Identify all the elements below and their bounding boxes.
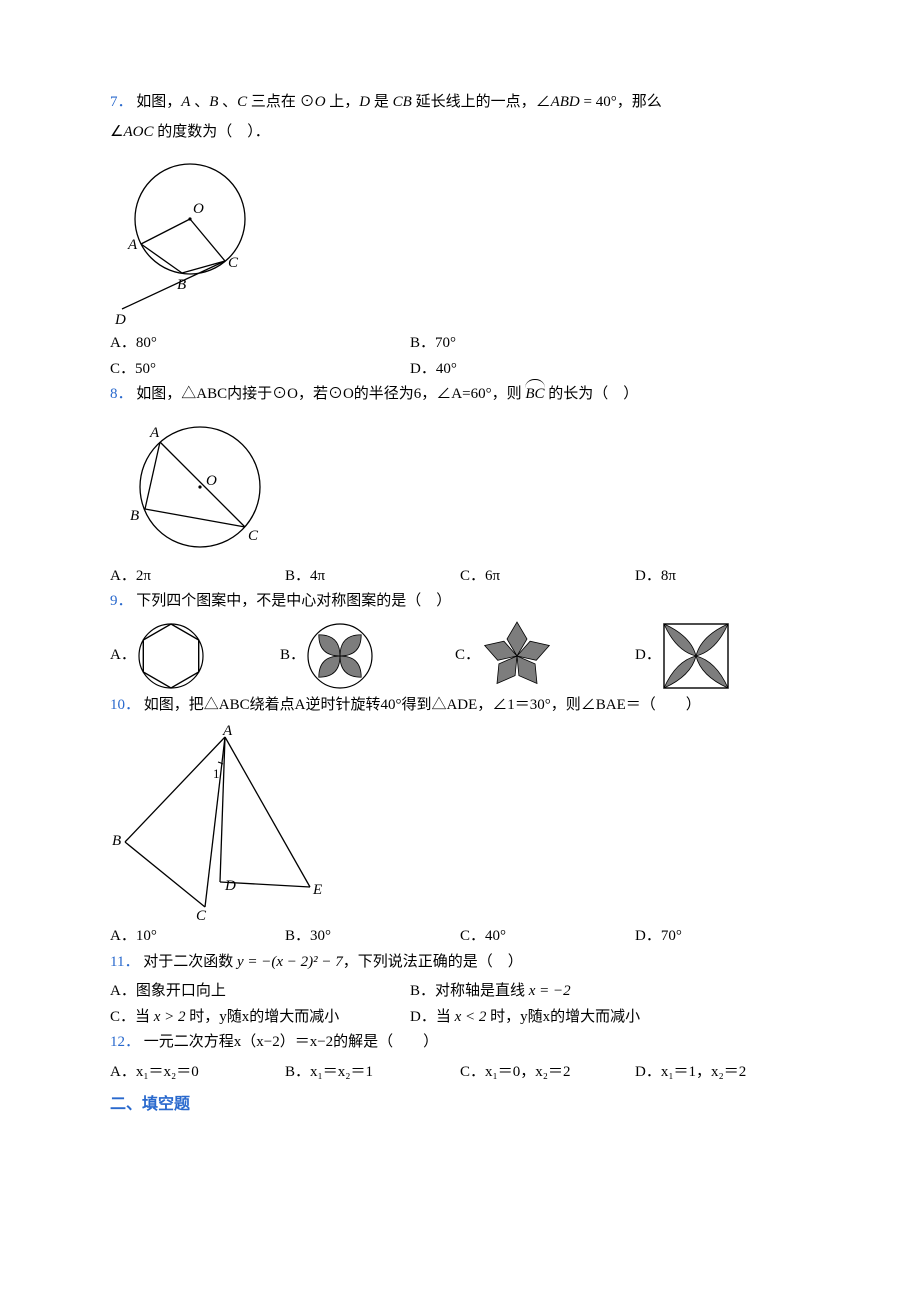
q8-opt-a: A．2π <box>110 564 285 590</box>
q11-opt-c: C．当 x > 2 时，y随x的增大而减小 <box>110 1005 410 1031</box>
q10-text: 如图，把△ABC绕着点A逆时针旋转40°得到△ADE，∠1＝30°，则∠BAE＝… <box>144 697 701 713</box>
question-8: 8． 如图，△ABC内接于⊙O，若⊙O的半径为6，∠A=60°，则 BC 的长为… <box>110 382 810 408</box>
svg-text:C: C <box>248 528 259 544</box>
q12-opt-a: A．x₁＝x₂＝0 <box>110 1060 285 1086</box>
q10-opt-b: B．30° <box>285 924 460 950</box>
question-9: 9． 下列四个图案中，不是中心对称图案的是（ ） <box>110 589 810 615</box>
hexagon-icon <box>136 621 206 691</box>
q11-number: 11． <box>110 954 139 970</box>
q7-text-line2: ∠AOC 的度数为（ ）． <box>110 120 810 146</box>
q8-figure: A B C O <box>110 412 810 562</box>
q7-options-row1: A．80° B．70° <box>110 331 810 357</box>
q7-text: 如图，A 、B 、C 三点在 ⊙O 上，D 是 CB 延长线上的一点，∠ABD … <box>136 94 661 110</box>
svg-text:A: A <box>222 723 233 739</box>
svg-text:O: O <box>193 201 204 217</box>
five-rhombus-icon <box>480 619 554 693</box>
question-11: 11． 对于二次函数 y = −(x − 2)² − 7，下列说法正确的是（ ） <box>110 950 810 976</box>
q7-figure: O A B C D <box>110 149 810 329</box>
q7-options-row2: C．50° D．40° <box>110 357 810 383</box>
q12-opt-c: C．x₁＝0，x₂＝2 <box>460 1060 635 1086</box>
q7-opt-a: A．80° <box>110 331 410 357</box>
q10-figure: A B C D E 1 <box>110 722 810 922</box>
q7-opt-c: C．50° <box>110 357 410 383</box>
svg-text:C: C <box>228 255 239 271</box>
svg-text:B: B <box>112 833 121 849</box>
svg-text:O: O <box>206 473 217 489</box>
q9-opt-b: B． <box>280 621 455 691</box>
q8-opt-c: C．6π <box>460 564 635 590</box>
svg-text:D: D <box>224 878 236 894</box>
q9-opt-d: D． <box>635 621 731 691</box>
q11-options-row1: A．图象开口向上 B．对称轴是直线 x = −2 <box>110 979 810 1005</box>
question-7: 7． 如图，A 、B 、C 三点在 ⊙O 上，D 是 CB 延长线上的一点，∠A… <box>110 90 810 116</box>
svg-text:B: B <box>177 277 186 293</box>
q12-opt-d: D．x₁＝1，x₂＝2 <box>635 1060 746 1086</box>
q12-text: 一元二次方程x（x−2）＝x−2的解是（ ） <box>144 1034 438 1050</box>
question-12: 12． 一元二次方程x（x−2）＝x−2的解是（ ） <box>110 1030 810 1056</box>
svg-text:1: 1 <box>213 766 220 781</box>
q8-text: 如图，△ABC内接于⊙O，若⊙O的半径为6，∠A=60°，则 BC 的长为（ ） <box>136 386 638 402</box>
q10-opt-a: A．10° <box>110 924 285 950</box>
q9-options: A． B． C． D <box>110 619 810 693</box>
section-2-title: 二、填空题 <box>110 1091 810 1118</box>
q8-options: A．2π B．4π C．6π D．8π <box>110 564 810 590</box>
four-petal-icon <box>305 621 375 691</box>
q9-text: 下列四个图案中，不是中心对称图案的是（ ） <box>136 593 451 609</box>
q9-opt-c: C． <box>455 619 635 693</box>
question-10: 10． 如图，把△ABC绕着点A逆时针旋转40°得到△ADE，∠1＝30°，则∠… <box>110 693 810 719</box>
q7-opt-d: D．40° <box>410 357 457 383</box>
q9-number: 9． <box>110 593 133 609</box>
q8-number: 8． <box>110 386 133 402</box>
q7-opt-b: B．70° <box>410 331 456 357</box>
q11-options-row2: C．当 x > 2 时，y随x的增大而减小 D．当 x < 2 时，y随x的增大… <box>110 1005 810 1031</box>
q10-opt-c: C．40° <box>460 924 635 950</box>
svg-text:E: E <box>312 882 322 898</box>
pinwheel-icon <box>661 621 731 691</box>
q12-number: 12． <box>110 1034 140 1050</box>
q8-opt-b: B．4π <box>285 564 460 590</box>
q12-opt-b: B．x₁＝x₂＝1 <box>285 1060 460 1086</box>
q11-opt-d: D．当 x < 2 时，y随x的增大而减小 <box>410 1005 640 1031</box>
q10-options: A．10° B．30° C．40° D．70° <box>110 924 810 950</box>
q11-opt-a: A．图象开口向上 <box>110 979 410 1005</box>
svg-text:A: A <box>149 425 160 441</box>
q12-options: A．x₁＝x₂＝0 B．x₁＝x₂＝1 C．x₁＝0，x₂＝2 D．x₁＝1，x… <box>110 1060 810 1086</box>
svg-text:C: C <box>196 908 207 922</box>
q9-opt-a: A． <box>110 621 280 691</box>
q10-number: 10． <box>110 697 140 713</box>
q7-number: 7． <box>110 94 133 110</box>
q11-opt-b: B．对称轴是直线 x = −2 <box>410 979 571 1005</box>
q11-text: 对于二次函数 y = −(x − 2)² − 7，下列说法正确的是（ ） <box>143 954 523 970</box>
q8-opt-d: D．8π <box>635 564 676 590</box>
svg-text:A: A <box>127 237 138 253</box>
q10-opt-d: D．70° <box>635 924 682 950</box>
svg-text:D: D <box>114 312 126 328</box>
svg-text:B: B <box>130 508 139 524</box>
